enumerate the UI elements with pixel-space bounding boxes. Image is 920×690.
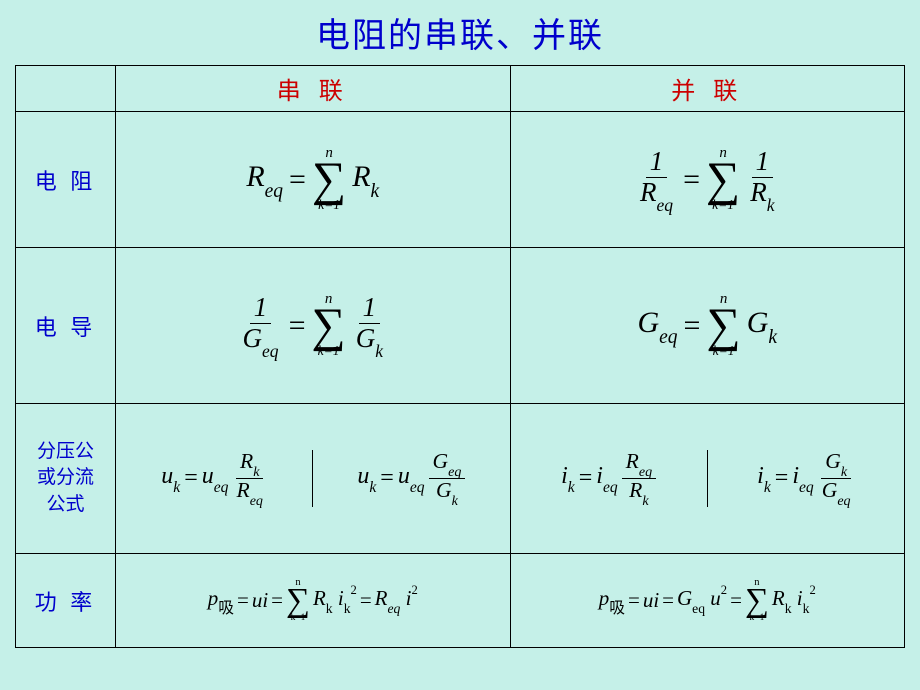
- divider-label: 分压公或分流公式: [16, 404, 116, 554]
- conductance-parallel-formula: Geq = n ∑ k=1 Gk: [637, 293, 777, 357]
- divider-series-cell: uk =ueq Rk Req uk =ueq Geq Gk: [116, 404, 511, 554]
- parallel-header: 并 联: [510, 66, 905, 112]
- power-row: 功 率 p吸 = ui = n ∑ k=1 Rk ik2 = Req i2 p吸…: [16, 554, 905, 648]
- conductance-series-cell: 1 Geq = n ∑ k=1 1 Gk: [116, 248, 511, 404]
- conductance-series-formula: 1 Geq = n ∑ k=1 1 Gk: [239, 293, 387, 357]
- resistance-label: 电 阻: [16, 112, 116, 248]
- power-series-cell: p吸 = ui = n ∑ k=1 Rk ik2 = Req i2: [116, 554, 511, 648]
- page-title: 电阻的串联、并联: [15, 8, 905, 57]
- corner-cell: [16, 66, 116, 112]
- formula-table: 串 联 并 联 电 阻 Req = n ∑ k=1 Rk 1 Req: [15, 65, 905, 648]
- header-row: 串 联 并 联: [16, 66, 905, 112]
- power-series-formula: p吸 = ui = n ∑ k=1 Rk ik2 = Req i2: [208, 578, 418, 623]
- divider-parallel-1: ik =ieq Req Rk: [561, 450, 656, 507]
- power-parallel-cell: p吸 = ui = Geq u2 = n ∑ k=1 Rk ik2: [510, 554, 905, 648]
- resistance-parallel-formula: 1 Req = n ∑ k=1 1 Rk: [636, 147, 778, 211]
- conductance-row: 电 导 1 Geq = n ∑ k=1 1 Gk: [16, 248, 905, 404]
- resistance-series-formula: Req = n ∑ k=1 Rk: [246, 147, 379, 211]
- divider-parallel-2: ik =ieq Gk Geq: [757, 450, 854, 507]
- divider-series-1: uk =ueq Rk Req: [161, 450, 267, 507]
- power-parallel-formula: p吸 = ui = Geq u2 = n ∑ k=1 Rk ik2: [599, 578, 816, 623]
- resistance-parallel-cell: 1 Req = n ∑ k=1 1 Rk: [510, 112, 905, 248]
- resistance-row: 电 阻 Req = n ∑ k=1 Rk 1 Req =: [16, 112, 905, 248]
- divider-series-2: uk =ueq Geq Gk: [357, 450, 465, 507]
- conductance-label: 电 导: [16, 248, 116, 404]
- conductance-parallel-cell: Geq = n ∑ k=1 Gk: [510, 248, 905, 404]
- divider-row: 分压公或分流公式 uk =ueq Rk Req uk: [16, 404, 905, 554]
- resistance-series-cell: Req = n ∑ k=1 Rk: [116, 112, 511, 248]
- power-label: 功 率: [16, 554, 116, 648]
- divider-parallel-cell: ik =ieq Req Rk ik =ieq Gk Geq: [510, 404, 905, 554]
- series-header: 串 联: [116, 66, 511, 112]
